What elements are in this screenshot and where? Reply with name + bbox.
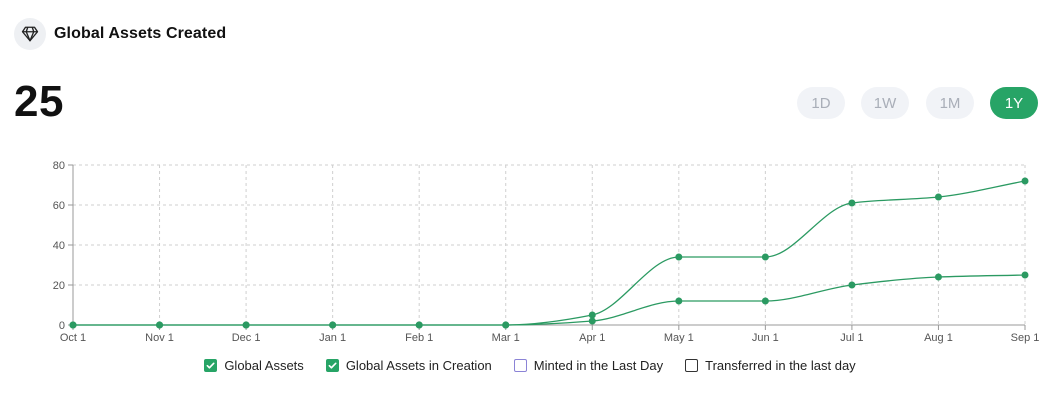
chart-header: Global Assets Created (14, 18, 226, 50)
x-tick-label: Oct 1 (60, 332, 86, 344)
data-point (1021, 271, 1029, 279)
data-point (848, 281, 856, 289)
y-tick-label: 80 (53, 160, 65, 172)
time-range-selector: 1D 1W 1M 1Y (0, 87, 1060, 119)
data-point (242, 321, 250, 329)
chart-title: Global Assets Created (54, 25, 227, 42)
data-point (761, 297, 769, 305)
data-point (934, 193, 942, 201)
x-tick-label: Nov 1 (145, 332, 174, 344)
legend-checkbox[interactable] (513, 359, 527, 372)
legend-label: Global Assets in Creation (345, 358, 492, 373)
y-tick-label: 0 (59, 320, 65, 332)
legend-item-transferred-last-day[interactable]: Transferred in the last day (685, 358, 856, 373)
data-point (675, 253, 683, 261)
data-point (502, 321, 510, 329)
series-line (73, 274, 1026, 326)
legend-checkbox[interactable] (204, 359, 218, 372)
data-point (588, 317, 596, 325)
x-tick-label: Jun 1 (752, 332, 779, 344)
data-point (588, 311, 596, 319)
range-button-1m[interactable]: 1M (926, 87, 974, 119)
data-point (1021, 177, 1029, 185)
data-point (156, 321, 164, 329)
x-tick-label: May 1 (664, 332, 694, 344)
data-point (69, 321, 77, 329)
data-point (761, 253, 769, 261)
y-tick-label: 20 (53, 280, 65, 292)
x-tick-label: Apr 1 (579, 332, 605, 344)
diamond-icon (14, 18, 46, 50)
legend-label: Global Assets (224, 358, 304, 373)
legend-item-global-assets[interactable]: Global Assets (204, 358, 304, 373)
legend-checkbox[interactable] (325, 359, 339, 372)
y-tick-label: 60 (53, 200, 65, 212)
range-button-1y[interactable]: 1Y (990, 87, 1038, 119)
data-point (415, 321, 423, 329)
x-tick-label: Jul 1 (840, 332, 863, 344)
legend-item-global-assets-in-creation[interactable]: Global Assets in Creation (325, 358, 492, 373)
range-button-1w[interactable]: 1W (861, 87, 909, 119)
summary-value: 25 (14, 77, 64, 126)
x-tick-label: Sep 1 (1011, 332, 1040, 344)
data-point (675, 297, 683, 305)
series-line (73, 180, 1026, 326)
legend-label: Transferred in the last day (705, 358, 856, 373)
x-tick-label: Jan 1 (319, 332, 346, 344)
y-tick-label: 40 (53, 240, 65, 252)
range-button-1d[interactable]: 1D (797, 87, 845, 119)
data-point (934, 273, 942, 281)
data-point (329, 321, 337, 329)
x-tick-label: Feb 1 (405, 332, 433, 344)
legend-item-minted-last-day[interactable]: Minted in the Last Day (513, 358, 664, 373)
x-tick-label: Dec 1 (232, 332, 261, 344)
line-chart: 0 20 40 60 80 Oct 1 Nov 1 Dec 1 Jan 1 Feb 1 Mar 1 A… (53, 160, 1040, 344)
x-tick-label: Mar 1 (492, 332, 520, 344)
legend-checkbox[interactable] (685, 359, 699, 372)
data-point (848, 199, 856, 207)
chart-legend: Global Assets Global Assets in Creation … (0, 358, 1060, 373)
legend-label: Minted in the Last Day (533, 358, 664, 373)
x-tick-label: Aug 1 (924, 332, 953, 344)
